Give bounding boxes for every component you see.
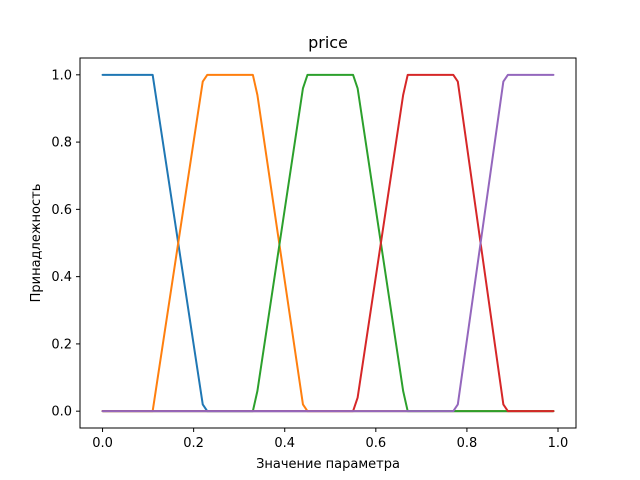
x-tick-label-0: 0.0: [92, 436, 113, 451]
x-axis-label: Значение параметра: [256, 457, 400, 472]
plot-frame: [79, 57, 577, 429]
y-tick-label-3: 0.6: [51, 203, 72, 218]
x-tick-label-3: 0.6: [365, 436, 386, 451]
x-axis: 0.0 0.2 0.4 0.6 0.8 1.0: [92, 428, 568, 451]
y-tick-label-2: 0.4: [51, 270, 72, 285]
chart-title: price: [308, 33, 348, 52]
x-tick-label-2: 0.4: [274, 436, 295, 451]
y-tick-label-5: 1.0: [51, 68, 72, 83]
x-tick-label-5: 1.0: [548, 436, 569, 451]
y-tick-label-1: 0.2: [51, 337, 72, 352]
series-line-5: [101, 73, 555, 413]
y-tick-label-4: 0.8: [51, 136, 72, 151]
series-line-3: [101, 73, 555, 413]
series-layer: [101, 73, 555, 413]
y-axis: 0.0 0.2 0.4 0.6 0.8 1.0: [51, 68, 80, 420]
series-line-2: [101, 73, 555, 413]
x-tick-label-1: 0.2: [183, 436, 204, 451]
y-axis-label: Принадлежность: [29, 184, 44, 303]
x-tick-label-4: 0.8: [457, 436, 478, 451]
y-tick-label-0: 0.0: [51, 405, 72, 420]
series-line-4: [101, 73, 555, 413]
